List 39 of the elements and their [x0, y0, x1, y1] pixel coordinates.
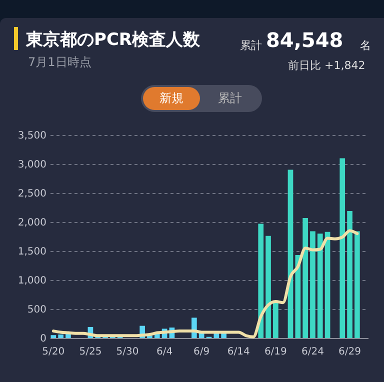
bar — [324, 232, 330, 338]
x-tick-label: 6/4 — [156, 346, 173, 358]
bar — [58, 334, 64, 338]
x-tick-label: 6/19 — [264, 346, 287, 358]
text: 累計 — [240, 38, 262, 53]
x-tick-label: 5/25 — [79, 346, 102, 358]
x-tick-label: 6/24 — [301, 346, 324, 358]
bar — [266, 236, 271, 338]
x-tick-label: 6/29 — [338, 346, 362, 358]
bar — [258, 224, 264, 338]
y-tick-label: 3,500 — [18, 130, 46, 142]
bar — [295, 255, 301, 338]
text: 名 — [360, 38, 371, 53]
bar — [354, 231, 360, 338]
text: 84,548 — [266, 28, 344, 52]
text: 新規 — [143, 87, 200, 110]
chart-subtitle: 7月1日時点 — [28, 54, 92, 71]
bar — [66, 334, 71, 338]
y-tick-label: 1,000 — [18, 276, 46, 286]
y-tick-label: 0 — [40, 334, 46, 344]
x-tick-label: 6/14 — [227, 346, 250, 358]
bar — [310, 231, 316, 338]
y-tick-label: 500 — [27, 304, 46, 316]
chart-title: 東京都のPCR検査人数 — [26, 29, 200, 51]
bar — [50, 335, 56, 338]
x-tick-label: 5/30 — [116, 346, 139, 358]
bar — [347, 210, 352, 338]
bar — [317, 234, 323, 338]
x-tick-label: 6/9 — [194, 346, 210, 358]
line-series — [52, 229, 359, 338]
text: 前日比 +1,842 — [288, 58, 366, 73]
y-tick-label: 2,500 — [18, 188, 46, 200]
bar — [302, 218, 308, 338]
y-tick-label: 3,000 — [18, 160, 46, 170]
bar — [340, 158, 346, 338]
y-tick-label: 1,500 — [18, 246, 46, 258]
y-tick-label: 2,000 — [18, 218, 46, 228]
x-tick-label: 5/20 — [42, 346, 65, 358]
text: 累計 — [217, 90, 243, 107]
